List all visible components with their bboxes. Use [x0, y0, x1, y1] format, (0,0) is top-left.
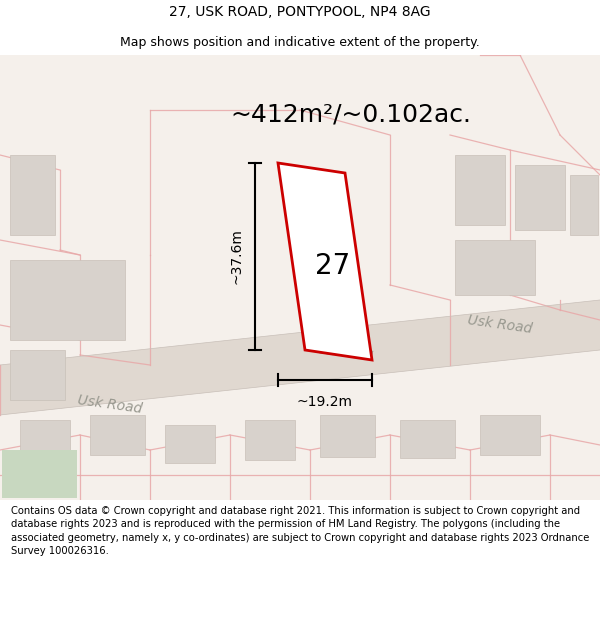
Bar — [320, 415, 375, 457]
Text: Contains OS data © Crown copyright and database right 2021. This information is : Contains OS data © Crown copyright and d… — [11, 506, 589, 556]
Bar — [480, 415, 540, 455]
Bar — [570, 175, 598, 235]
Polygon shape — [278, 163, 372, 360]
Bar — [400, 420, 455, 458]
Bar — [10, 155, 55, 235]
Bar — [10, 260, 125, 340]
Text: ~37.6m: ~37.6m — [230, 229, 244, 284]
Bar — [90, 415, 145, 455]
Polygon shape — [0, 300, 600, 415]
Bar — [165, 425, 215, 463]
Text: 27: 27 — [316, 253, 350, 281]
Text: Usk Road: Usk Road — [317, 342, 373, 363]
Bar — [455, 240, 535, 295]
Bar — [20, 420, 70, 465]
Text: Usk Road: Usk Road — [77, 394, 143, 416]
Bar — [515, 165, 565, 230]
Text: Usk Road: Usk Road — [467, 314, 533, 336]
Bar — [10, 350, 65, 400]
Text: 27, USK ROAD, PONTYPOOL, NP4 8AG: 27, USK ROAD, PONTYPOOL, NP4 8AG — [169, 5, 431, 19]
Text: Map shows position and indicative extent of the property.: Map shows position and indicative extent… — [120, 36, 480, 49]
Bar — [2, 450, 77, 498]
Text: ~412m²/~0.102ac.: ~412m²/~0.102ac. — [230, 103, 471, 127]
Bar — [455, 155, 505, 225]
Bar — [245, 420, 295, 460]
Text: ~19.2m: ~19.2m — [297, 395, 353, 409]
